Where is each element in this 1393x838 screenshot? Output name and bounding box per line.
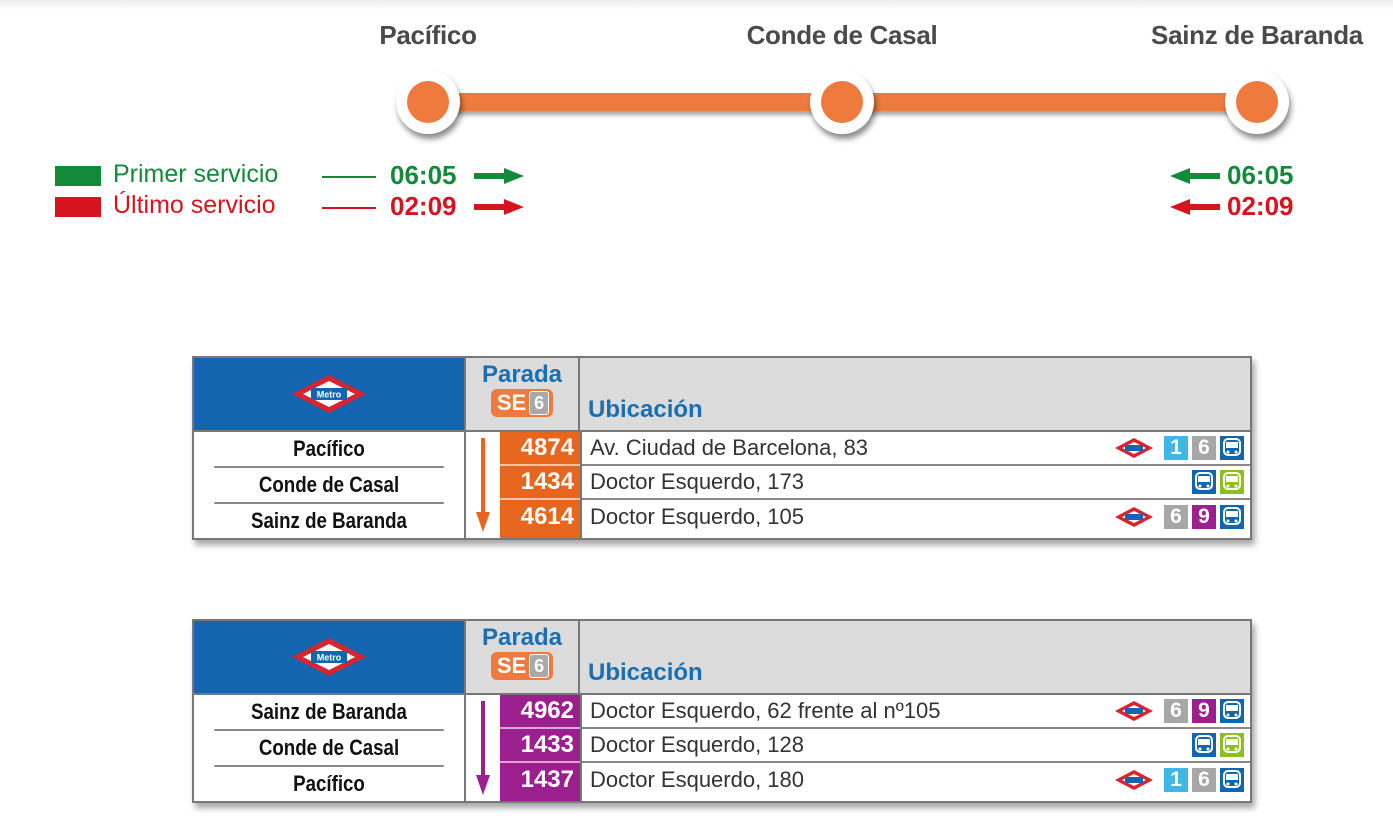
- stop-code: 1437: [520, 766, 574, 793]
- metro-logo-icon: Metro: [292, 375, 366, 413]
- address-text: Doctor Esquerdo, 128: [590, 732, 805, 757]
- stop-dot-pacifico: [396, 70, 460, 134]
- svg-text:Metro: Metro: [317, 390, 342, 400]
- metro-line-6-badge: 6: [1192, 768, 1216, 792]
- table-header: Metro Parada SE 6 Ubicación: [194, 621, 1250, 695]
- first-service-dash: [322, 176, 376, 178]
- address-row: Doctor Esquerdo, 173: [582, 466, 1250, 500]
- address-row: Doctor Esquerdo, 180 1 6: [582, 763, 1250, 797]
- service-code: SE: [496, 653, 527, 678]
- address-text: Doctor Esquerdo, 62 frente al nº105: [590, 698, 941, 723]
- address-row: Av. Ciudad de Barcelona, 83 1 6: [582, 432, 1250, 466]
- last-service-dash: [322, 207, 376, 209]
- table-header: Metro Parada SE 6 Ubicación: [194, 358, 1250, 432]
- metro-line-6-badge: 6: [1164, 699, 1188, 723]
- metro-icon: [1115, 438, 1153, 458]
- metro-line-6-badge: 6: [1164, 505, 1188, 529]
- parada-header-cell: Parada SE 6: [464, 621, 578, 693]
- service-badge: SE 6: [490, 389, 554, 417]
- inbound-first-time: 06:05: [1227, 160, 1294, 190]
- outbound-last-time: 02:09: [390, 191, 457, 221]
- address-row: Doctor Esquerdo, 105 6 9: [582, 500, 1250, 534]
- last-service-label: Último servicio: [113, 191, 276, 219]
- parada-header-cell: Parada SE 6: [464, 358, 578, 430]
- address-text: Doctor Esquerdo, 105: [590, 504, 805, 529]
- station-cell: Sainz de Baranda: [214, 695, 444, 731]
- bus-icon: [1192, 470, 1216, 494]
- metro-line-6-badge: 6: [1192, 436, 1216, 460]
- bus-icon: [1220, 505, 1244, 529]
- metro-header-cell: Metro: [194, 358, 464, 430]
- stop-code: 4962: [500, 695, 580, 729]
- bus-icon: [1192, 733, 1216, 757]
- service-code: SE: [496, 390, 527, 415]
- ubicacion-header: Ubicación: [578, 621, 1250, 693]
- parada-label: Parada: [481, 361, 563, 388]
- metro-icon: [1115, 701, 1153, 721]
- stops-table-inbound: Metro Parada SE 6 Ubicación Sainz de Bar…: [192, 619, 1252, 803]
- station-cell: Conde de Casal: [214, 731, 444, 767]
- address-row: Doctor Esquerdo, 62 frente al nº105 6 9: [582, 695, 1250, 729]
- station-cell: Sainz de Baranda: [251, 508, 407, 533]
- station-label-sainz-de-baranda: Sainz de Baranda: [1151, 20, 1363, 50]
- parada-label: Parada: [481, 624, 563, 651]
- metro-line-1-badge: 1: [1164, 436, 1188, 460]
- stops-table-outbound: Metro Parada SE 6 Ubicación Pacífico Con…: [192, 356, 1252, 540]
- metro-header-cell: Metro: [194, 621, 464, 693]
- station-label-pacifico: Pacífico: [379, 20, 477, 50]
- address-text: Doctor Esquerdo, 180: [590, 767, 805, 792]
- outbound-first-time: 06:05: [390, 160, 457, 190]
- metro-line-9-badge: 9: [1192, 699, 1216, 723]
- last-service-swatch: [55, 197, 101, 217]
- first-service-swatch: [55, 166, 101, 186]
- station-cell: Conde de Casal: [214, 468, 444, 504]
- metro-line-9-badge: 9: [1192, 505, 1216, 529]
- stop-code: 4614: [520, 503, 574, 530]
- interurban-bus-icon: [1220, 733, 1244, 757]
- bus-icon: [1220, 436, 1244, 460]
- station-cell: Pacífico: [293, 771, 365, 796]
- arrow-left-icon: [1170, 199, 1220, 215]
- bus-icon: [1220, 768, 1244, 792]
- stop-code: 4874: [500, 432, 580, 466]
- first-service-label: Primer servicio: [113, 160, 279, 188]
- direction-arrow-down-icon: [476, 438, 490, 532]
- metro-logo-icon: Metro: [292, 638, 366, 676]
- station-label-conde-de-casal: Conde de Casal: [746, 20, 938, 50]
- address-row: Doctor Esquerdo, 128: [582, 729, 1250, 763]
- direction-arrow-down-icon: [476, 701, 490, 795]
- inbound-last-time: 02:09: [1227, 191, 1294, 221]
- interurban-bus-icon: [1220, 470, 1244, 494]
- ubicacion-header: Ubicación: [578, 358, 1250, 430]
- svg-text:Metro: Metro: [317, 653, 342, 663]
- arrow-right-icon: [474, 168, 524, 184]
- stop-dot-conde-de-casal: [810, 70, 874, 134]
- bus-icon: [1220, 699, 1244, 723]
- stop-code: 1434: [500, 466, 580, 500]
- station-cell: Pacífico: [214, 432, 444, 468]
- service-badge: SE 6: [490, 652, 554, 680]
- arrow-right-icon: [474, 199, 524, 215]
- address-text: Av. Ciudad de Barcelona, 83: [590, 435, 869, 460]
- service-number: 6: [529, 391, 550, 415]
- top-shadow: [0, 0, 1393, 10]
- address-text: Doctor Esquerdo, 173: [590, 469, 805, 494]
- metro-icon: [1115, 770, 1153, 790]
- metro-line-1-badge: 1: [1164, 768, 1188, 792]
- metro-icon: [1115, 507, 1153, 527]
- arrow-left-icon: [1170, 168, 1220, 184]
- stop-dot-sainz-de-baranda: [1225, 70, 1289, 134]
- stop-code: 1433: [500, 729, 580, 763]
- service-number: 6: [529, 654, 550, 678]
